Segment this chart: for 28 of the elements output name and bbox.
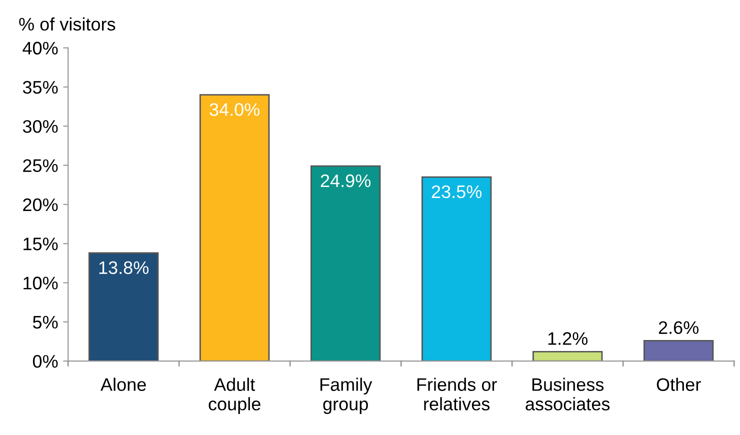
data-label: 13.8% [99, 261, 149, 274]
y-tick-label: 15% [24, 238, 58, 250]
y-axis-title: % of visitors [19, 17, 116, 31]
bar [199, 94, 270, 362]
y-tick-label: 40% [22, 42, 58, 55]
bar [310, 165, 381, 362]
data-label: 34.0% [210, 103, 260, 116]
y-tick-label: 25% [23, 159, 58, 172]
data-label: 23.5% [432, 185, 482, 198]
data-label: 2.6% [658, 321, 699, 334]
bar [532, 350, 603, 362]
x-tick-label: Family group [320, 378, 372, 414]
y-tick-label: 0% [32, 354, 58, 368]
bar [88, 252, 159, 362]
x-tick-label: Adult couple [208, 378, 260, 414]
y-tick-label: 20% [23, 198, 58, 212]
x-tick-label: Other [656, 378, 701, 391]
x-tick-label: Friends or relatives [417, 378, 497, 410]
data-label: 1.2% [548, 332, 588, 345]
bar [421, 176, 492, 362]
bar [643, 340, 714, 362]
x-tick-label: Alone [100, 378, 146, 391]
y-tick-label: 30% [22, 120, 58, 133]
data-label: 24.9% [320, 174, 371, 188]
y-tick-label: 10% [24, 276, 58, 290]
x-tick-label: Business associates [526, 378, 610, 410]
y-tick-label: 5% [32, 316, 58, 329]
y-tick-label: 35% [22, 80, 58, 94]
